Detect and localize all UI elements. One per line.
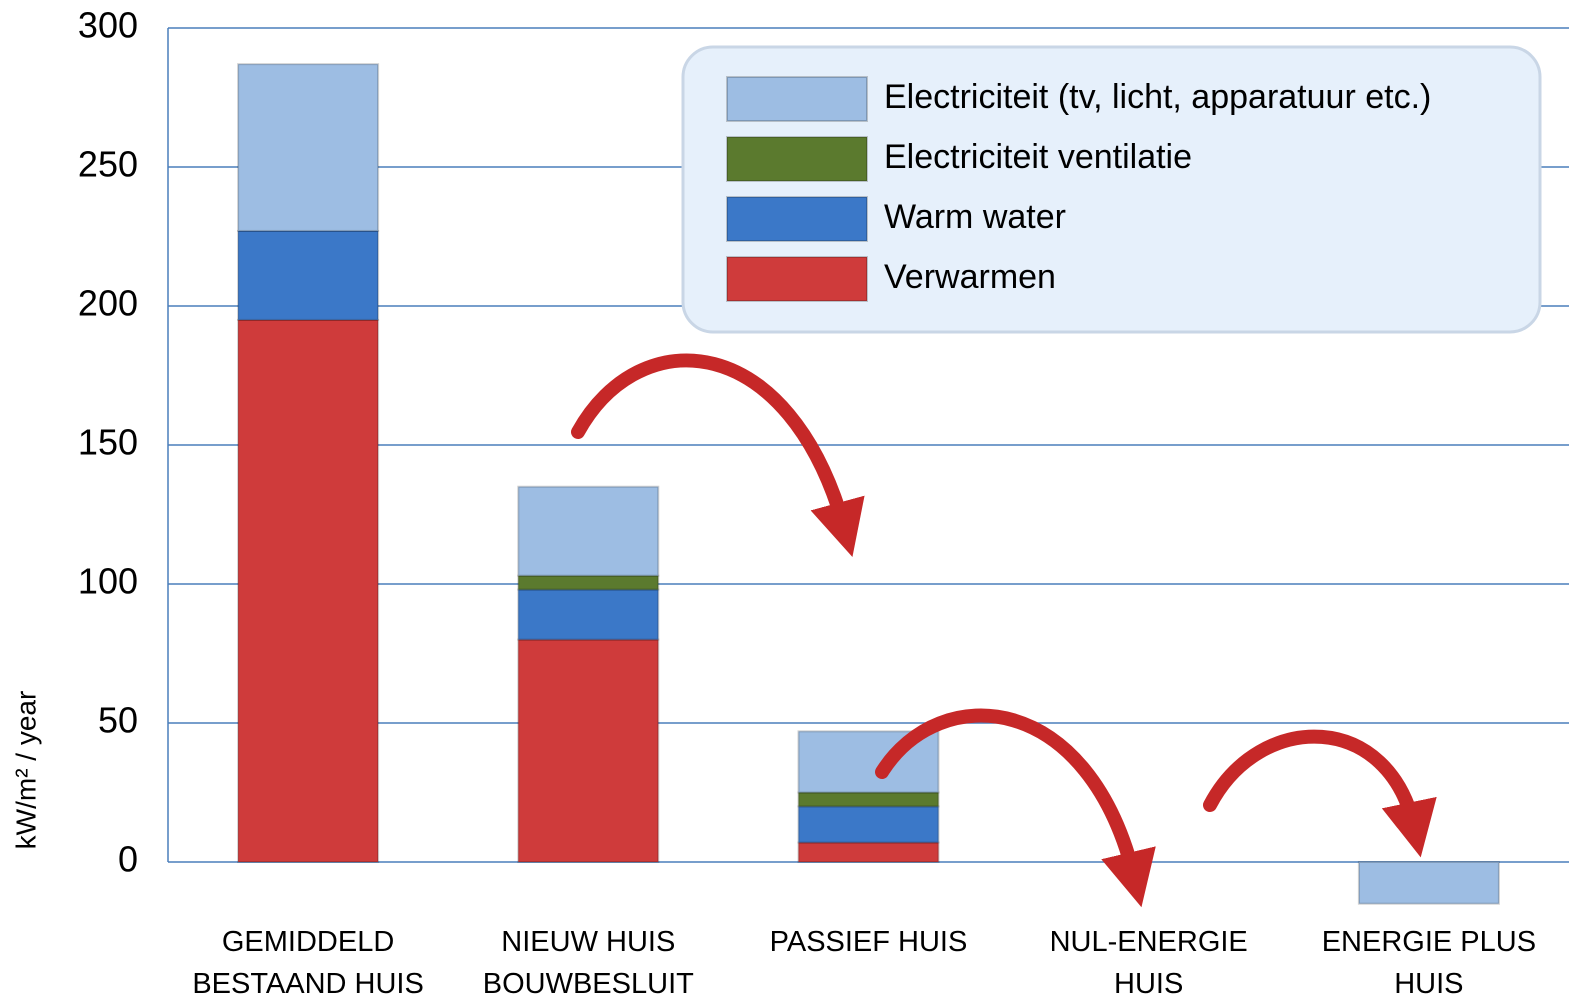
legend-swatch — [726, 256, 868, 302]
bar-segment — [1357, 861, 1500, 905]
y-tick-label: 250 — [78, 144, 138, 185]
y-axis-label: kW/m² / year — [10, 691, 41, 850]
x-tick-label: NIEUW HUIS BOUWBESLUIT — [482, 926, 694, 1000]
y-tick-label: 0 — [118, 839, 138, 880]
arrow — [571, 353, 865, 557]
x-tick-label: NUL-ENERGIE HUIS — [1049, 926, 1248, 1000]
bar-segment — [237, 63, 380, 232]
legend-swatch — [726, 136, 868, 182]
y-tick-label: 50 — [98, 700, 138, 741]
legend-label: Electriciteit ventilatie — [884, 138, 1192, 176]
bar-segment — [797, 841, 940, 863]
legend-label: Warm water — [884, 198, 1066, 236]
bar-segment — [517, 588, 660, 641]
x-tick-label: ENERGIE PLUS HUIS — [1321, 926, 1537, 1000]
bar-segment — [237, 229, 380, 321]
y-tick-label: 200 — [78, 283, 138, 324]
bar-segment — [517, 574, 660, 591]
bar-segment — [517, 638, 660, 863]
legend-label: Electriciteit (tv, licht, apparatuur etc… — [884, 78, 1431, 116]
y-tick-label: 150 — [78, 422, 138, 463]
bar-segment — [797, 791, 940, 808]
legend-label: Verwarmen — [884, 258, 1056, 296]
y-tick-label: 100 — [78, 561, 138, 602]
bar-segment — [517, 485, 660, 577]
x-tick-label: GEMIDDELD BESTAAND HUIS — [192, 926, 424, 1000]
y-tick-label: 300 — [78, 5, 138, 46]
bar-segment — [797, 805, 940, 844]
arrow — [1203, 729, 1437, 858]
legend-swatch — [726, 76, 868, 122]
legend-box — [681, 45, 1542, 334]
legend-swatch — [726, 196, 868, 242]
arrow — [875, 708, 1156, 908]
bar-segment — [237, 318, 380, 863]
arrows — [571, 353, 1437, 908]
x-tick-label: PASSIEF HUIS — [769, 926, 968, 958]
